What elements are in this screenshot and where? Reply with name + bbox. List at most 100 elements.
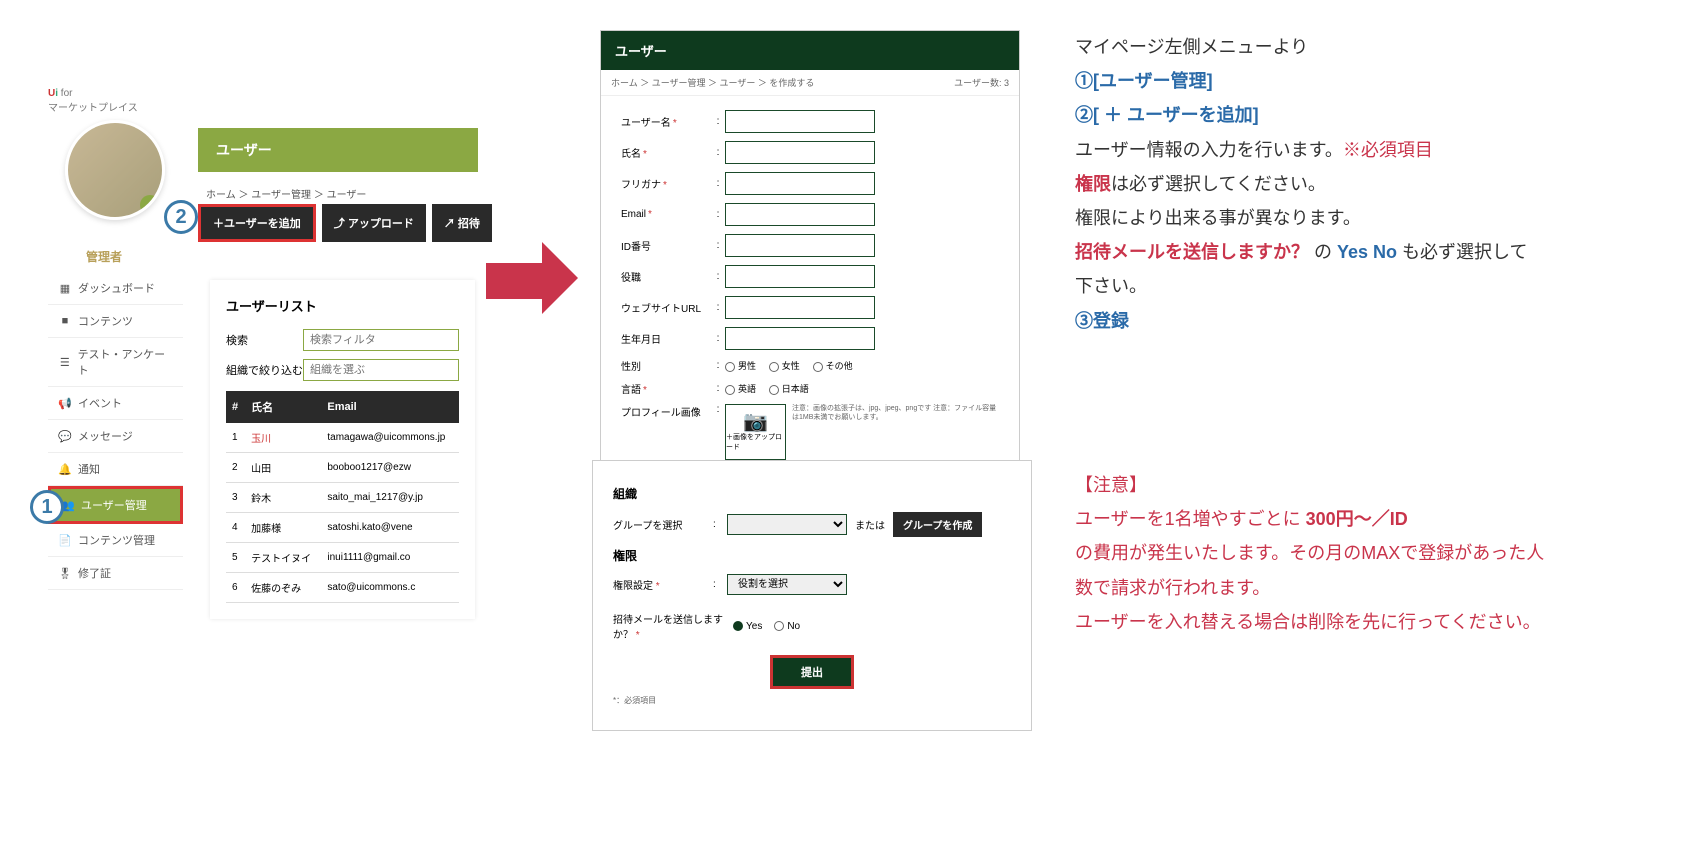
- instr-perm: 権限: [1075, 174, 1111, 194]
- bell-icon: 🔔: [58, 463, 72, 476]
- label-email: Email: [621, 209, 646, 220]
- perm-select[interactable]: 役割を選択: [727, 574, 847, 595]
- sidebar-item-content-mgmt[interactable]: 📄 コンテンツ管理: [48, 524, 183, 557]
- sidebar-item-notify[interactable]: 🔔 通知: [48, 453, 183, 486]
- kana-input[interactable]: [725, 172, 875, 195]
- caution-block: 【注意】 ユーザーを1名増やすごとに 300円～／ID の費用が発生いたします。…: [1075, 468, 1545, 639]
- caution-line: ユーザーを入れ替える場合は削除を先に行ってください。: [1075, 605, 1545, 639]
- table-row[interactable]: 5テストイヌイinui1111@gmail.co: [226, 543, 459, 573]
- sidebar-item-cert[interactable]: 🎖 修了証: [48, 557, 183, 590]
- instr-line: ユーザー情報の入力を行います。: [1075, 140, 1343, 160]
- sidebar-item-label: 修了証: [78, 565, 111, 581]
- instr-required: ※必須項目: [1343, 140, 1433, 160]
- contents-icon: ■: [58, 315, 72, 327]
- sidebar-item-users[interactable]: 👥ユーザー管理: [48, 486, 183, 524]
- sidebar-item-label: コンテンツ管理: [78, 532, 155, 548]
- sidebar-item-label: ユーザー管理: [81, 497, 147, 513]
- camera-icon: 📷: [743, 412, 768, 432]
- event-icon: 📢: [58, 397, 72, 410]
- label-idno: ID番号: [621, 242, 651, 253]
- create-group-button[interactable]: グループを作成: [893, 512, 982, 537]
- page-title: ユーザー: [198, 128, 478, 172]
- instr-step-1: ①[ユーザー管理]: [1075, 64, 1535, 98]
- invite-no[interactable]: No: [774, 621, 800, 632]
- sidebar-item-contents[interactable]: ■ コンテンツ: [48, 305, 183, 338]
- search-label: 検索: [226, 332, 303, 348]
- user-list-card: ユーザーリスト 検索 組織で絞り込む # 氏名 Email 1玉川tamagaw…: [210, 280, 475, 619]
- search-input[interactable]: [303, 329, 459, 351]
- idno-input[interactable]: [725, 234, 875, 257]
- avatar: [65, 120, 165, 220]
- lang-en[interactable]: 英語: [725, 384, 756, 394]
- label-profile: プロフィール画像: [621, 408, 701, 419]
- name-input[interactable]: [725, 141, 875, 164]
- instructions: マイページ左側メニューより ①[ユーザー管理] ②[ ＋ ユーザーを追加] ユー…: [1075, 30, 1535, 338]
- caution-line: の費用が発生いたします。その月のMAXで登録があった人数で請求が行われます。: [1075, 536, 1545, 604]
- label-lang: 言語: [621, 385, 641, 396]
- breadcrumb: ホーム ＞ ユーザー管理 ＞ ユーザー: [198, 182, 374, 205]
- label-dob: 生年月日: [621, 335, 661, 346]
- sidebar-item-label: コンテンツ: [78, 313, 133, 329]
- sidebar-item-test[interactable]: ☰ テスト・アンケート: [48, 338, 183, 387]
- perm-section-title: 権限: [613, 547, 1011, 564]
- step-badge-1: 1: [30, 490, 64, 524]
- submit-button[interactable]: 提出: [770, 655, 854, 689]
- col-email: Email: [321, 391, 459, 423]
- org-filter-input[interactable]: [303, 359, 459, 381]
- dashboard-icon: ▦: [58, 282, 72, 295]
- table-row[interactable]: 1玉川tamagawa@uicommons.jp: [226, 423, 459, 453]
- instr-line: マイページ左側メニューより: [1075, 30, 1535, 64]
- invite-yes[interactable]: Yes: [733, 621, 762, 632]
- table-row[interactable]: 4加藤様satoshi.kato@vene: [226, 513, 459, 543]
- instr-invite: 招待メールを送信しますか？: [1075, 242, 1309, 262]
- sidebar-item-message[interactable]: 💬メッセージ: [48, 420, 183, 453]
- user-list-title: ユーザーリスト: [226, 296, 459, 315]
- gender-other[interactable]: その他: [813, 361, 853, 371]
- sidebar-item-label: テスト・アンケート: [78, 346, 173, 378]
- user-form-panel-2: 組織 グループを選択: または グループを作成 権限 権限設定 *: 役割を選択…: [592, 460, 1032, 731]
- sidebar-item-label: 通知: [78, 461, 100, 477]
- caution-title: 【注意】: [1075, 468, 1545, 502]
- col-name: 氏名: [245, 391, 321, 423]
- dob-input[interactable]: [725, 327, 875, 350]
- test-icon: ☰: [58, 356, 72, 369]
- sidebar-item-dashboard[interactable]: ▦ダッシュボード: [48, 272, 183, 305]
- side-menu: ▦ダッシュボード ■コンテンツ ☰テスト・アンケート 📢イベント 💬メッセージ …: [48, 272, 183, 590]
- cert-icon: 🎖: [58, 567, 72, 580]
- content-mgmt-icon: 📄: [58, 534, 72, 547]
- username-input[interactable]: [725, 110, 875, 133]
- gender-male[interactable]: 男性: [725, 361, 756, 371]
- gender-female[interactable]: 女性: [769, 361, 800, 371]
- role-input[interactable]: [725, 265, 875, 288]
- url-input[interactable]: [725, 296, 875, 319]
- table-row[interactable]: 6佐藤のぞみsato@uicommons.c: [226, 573, 459, 603]
- label-url: ウェブサイトURL: [621, 304, 701, 315]
- arrow-icon: [486, 260, 578, 332]
- upload-note: 注意：画像の拡張子は、jpg、jpeg、pngです 注意：ファイル容量は1MB未…: [792, 404, 999, 460]
- sidebar-item-label: メッセージ: [78, 428, 133, 444]
- instr-line: 権限により出来る事が異なります。: [1075, 201, 1535, 235]
- add-user-button[interactable]: ＋ユーザーを追加: [198, 204, 316, 242]
- invite-button[interactable]: ↗ 招待: [432, 204, 492, 242]
- label-role: 役職: [621, 273, 641, 284]
- instr-step-2: ②[ ＋ ユーザーを追加]: [1075, 98, 1535, 132]
- col-index: #: [226, 391, 245, 423]
- lang-ja[interactable]: 日本語: [769, 384, 809, 394]
- upload-button[interactable]: ⤴ アップロード: [322, 204, 426, 242]
- table-row[interactable]: 3鈴木saito_mai_1217@y.jp: [226, 483, 459, 513]
- group-select[interactable]: [727, 514, 847, 535]
- toolbar: ＋ユーザーを追加 ⤴ アップロード ↗ 招待: [198, 204, 492, 242]
- sidebar-item-label: イベント: [78, 395, 122, 411]
- label-gender: 性別: [621, 362, 641, 373]
- admin-label: 管理者: [86, 248, 122, 265]
- sidebar-item-event[interactable]: 📢 イベント: [48, 387, 183, 420]
- invite-label: 招待メールを送信しますか？: [613, 615, 723, 641]
- logo: Ui for マーケットプレイス: [48, 88, 138, 114]
- label-name: 氏名: [621, 149, 641, 160]
- email-input[interactable]: [725, 203, 875, 226]
- instr-yesno: Yes No: [1337, 242, 1397, 262]
- table-row[interactable]: 2山田booboo1217@ezw: [226, 453, 459, 483]
- group-label: グループを選択: [613, 517, 713, 532]
- upload-image-button[interactable]: 📷＋画像をアップロード: [725, 404, 786, 460]
- user-table: # 氏名 Email 1玉川tamagawa@uicommons.jp2山田bo…: [226, 391, 459, 603]
